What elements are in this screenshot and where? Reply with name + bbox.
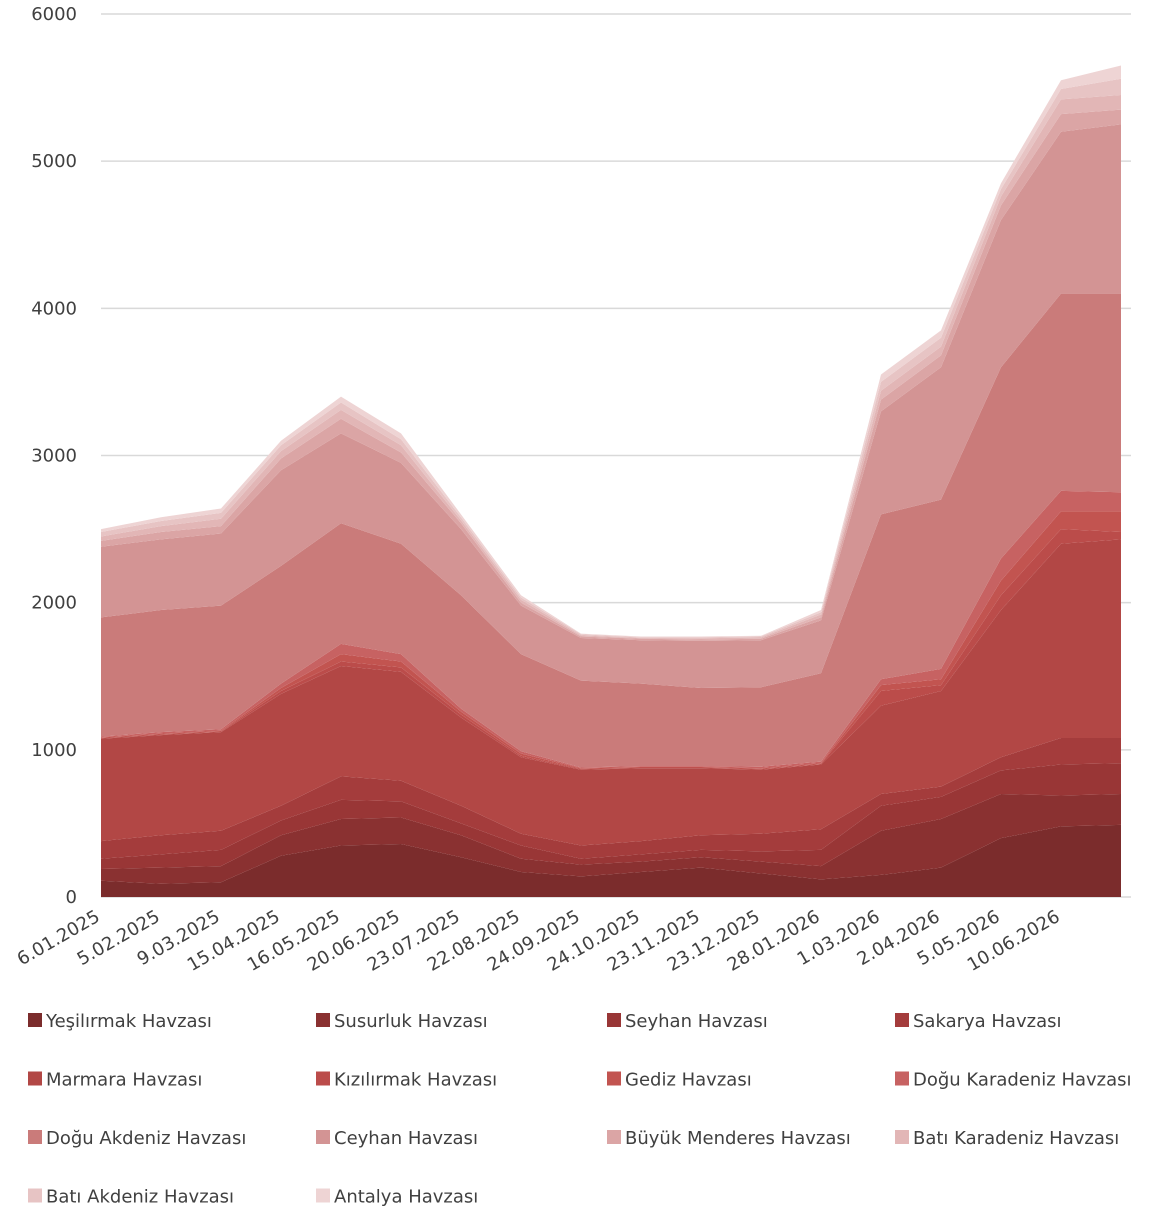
area — [101, 738, 1121, 859]
area — [101, 763, 1121, 870]
legend-swatch — [28, 1130, 42, 1144]
y-tick-label: 5000 — [31, 151, 77, 172]
y-tick-label: 0 — [66, 887, 77, 908]
legend-label: Gediz Havzası — [625, 1070, 752, 1091]
legend-swatch — [316, 1188, 330, 1203]
legend-label: Ceyhan Havzası — [334, 1128, 478, 1149]
legend-swatch — [895, 1130, 909, 1144]
legend-label: Antalya Havzası — [334, 1187, 478, 1208]
area — [101, 293, 1121, 768]
legend-swatch — [316, 1071, 330, 1086]
area — [101, 529, 1121, 770]
legend-label: Kızılırmak Havzası — [334, 1070, 497, 1091]
legend-label: Batı Karadeniz Havzası — [913, 1128, 1119, 1149]
legend-swatch — [316, 1130, 330, 1144]
legend-swatch — [895, 1071, 909, 1086]
y-tick-label: 6000 — [31, 4, 77, 25]
y-tick-label: 1000 — [31, 740, 77, 761]
legend-label: Seyhan Havzası — [625, 1011, 768, 1032]
legend-label: Sakarya Havzası — [913, 1011, 1061, 1032]
y-tick-label: 2000 — [31, 593, 77, 614]
legend-swatch — [28, 1188, 42, 1203]
legend-swatch — [28, 1071, 42, 1086]
area — [101, 539, 1121, 846]
legend-label: Marmara Havzası — [46, 1070, 202, 1091]
legend-label: Susurluk Havzası — [334, 1011, 488, 1032]
y-tick-label: 4000 — [31, 298, 77, 319]
legend-label: Yeşilırmak Havzası — [45, 1011, 212, 1032]
y-tick-label: 3000 — [31, 446, 77, 467]
legend-swatch — [607, 1013, 621, 1027]
area — [101, 793, 1121, 884]
area — [101, 78, 1121, 639]
legend-label: Batı Akdeniz Havzası — [46, 1187, 234, 1208]
legend-label: Büyük Menderes Havzası — [625, 1128, 851, 1149]
legend-swatch — [316, 1013, 330, 1027]
legend-label: Doğu Karadeniz Havzası — [913, 1070, 1132, 1091]
area — [101, 65, 1121, 638]
legend-swatch — [607, 1071, 621, 1086]
area — [101, 124, 1121, 689]
area — [101, 824, 1121, 897]
legend-label: Doğu Akdeniz Havzası — [46, 1128, 246, 1149]
area — [101, 109, 1121, 641]
legend-swatch — [895, 1013, 909, 1027]
area — [101, 94, 1121, 640]
legend-swatch — [607, 1130, 621, 1144]
legend-swatch — [28, 1013, 42, 1027]
